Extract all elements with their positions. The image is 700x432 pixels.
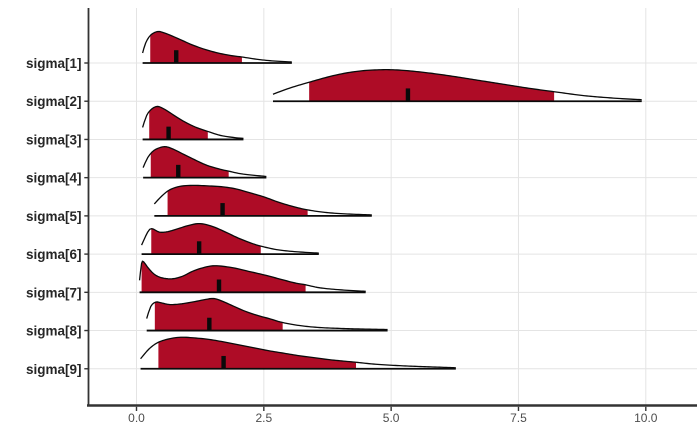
median-tick-sigma[3] (166, 126, 171, 139)
density-curve-sigma[9] (140, 336, 456, 369)
density-sigma[4] (142, 146, 267, 179)
credible-interval-sigma[5] (167, 185, 308, 216)
y-axis-label-sigma[6]: sigma[6] (26, 247, 82, 262)
density-sigma[7] (138, 260, 366, 294)
median-tick-sigma[1] (174, 50, 179, 63)
density-curve-sigma[2] (272, 69, 642, 101)
credible-interval-sigma[2] (309, 69, 555, 102)
density-sigma[8] (146, 297, 388, 332)
y-axis-label-sigma[1]: sigma[1] (26, 56, 82, 71)
x-axis-label-7.5: 7.5 (510, 411, 527, 425)
density-curve-sigma[3] (141, 105, 244, 140)
median-tick-sigma[5] (220, 203, 225, 216)
density-sigma[9] (140, 336, 456, 370)
density-sigma[1] (141, 30, 292, 64)
density-curve-sigma[4] (142, 146, 267, 178)
density-curve-sigma[5] (153, 184, 372, 216)
density-curve-sigma[8] (146, 297, 388, 331)
density-sigma[2] (272, 69, 642, 103)
credible-interval-sigma[3] (149, 106, 208, 140)
credible-interval-sigma[7] (141, 261, 306, 293)
median-tick-sigma[2] (405, 88, 411, 101)
median-tick-sigma[4] (176, 164, 181, 178)
x-axis-label-10.0: 10.0 (634, 411, 658, 425)
median-tick-sigma[8] (207, 317, 212, 331)
y-axis-label-sigma[8]: sigma[8] (26, 324, 82, 339)
credible-interval-sigma[1] (150, 31, 242, 63)
y-axis-label-sigma[3]: sigma[3] (26, 132, 82, 147)
density-sigma[3] (141, 105, 244, 141)
x-axis-label-0.0: 0.0 (128, 411, 145, 425)
median-tick-sigma[7] (216, 279, 222, 292)
density-curve-sigma[1] (141, 30, 292, 63)
credible-interval-sigma[8] (154, 298, 283, 331)
y-axis-label-sigma[5]: sigma[5] (26, 209, 82, 224)
credible-interval-sigma[4] (150, 146, 229, 178)
y-axis-label-sigma[9]: sigma[9] (26, 362, 82, 377)
y-axis-label-sigma[7]: sigma[7] (26, 285, 82, 300)
median-tick-sigma[9] (221, 355, 226, 369)
credible-interval-sigma[9] (158, 337, 357, 369)
density-curve-sigma[6] (140, 222, 319, 254)
density-sigma[6] (140, 222, 319, 256)
median-tick-sigma[6] (196, 241, 202, 254)
y-axis-label-sigma[4]: sigma[4] (26, 171, 82, 186)
credible-interval-sigma[6] (151, 223, 261, 255)
density-curve-sigma[7] (138, 260, 366, 292)
x-axis-label-5.0: 5.0 (383, 411, 400, 425)
x-axis-label-2.5: 2.5 (255, 411, 272, 425)
density-sigma[5] (153, 184, 372, 217)
y-axis-label-sigma[2]: sigma[2] (26, 94, 82, 109)
